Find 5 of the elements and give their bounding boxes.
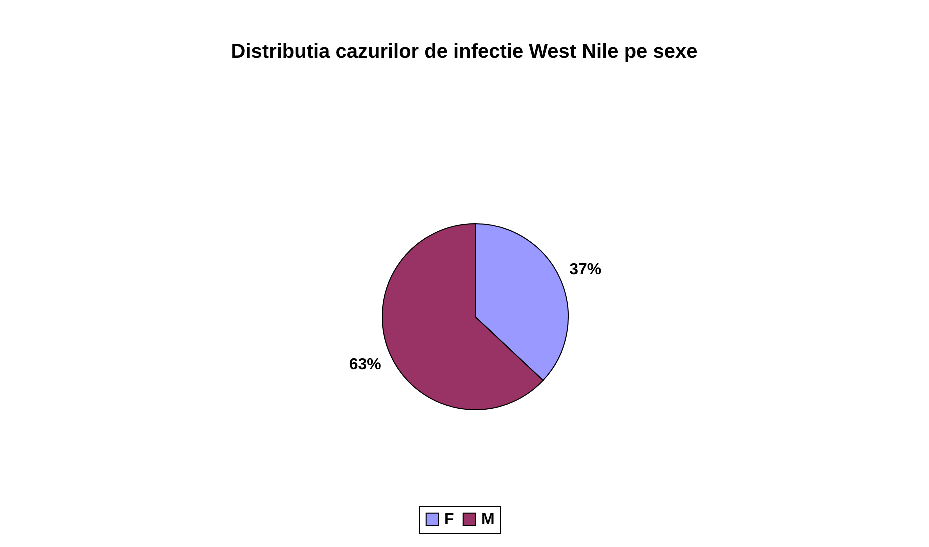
chart-title: Distributia cazurilor de infectie West Nile pe sexe bbox=[231, 41, 698, 63]
legend-label: M bbox=[482, 511, 495, 528]
legend-label: F bbox=[444, 511, 454, 528]
data-label: 37% bbox=[570, 261, 602, 278]
data-label: 63% bbox=[349, 356, 382, 374]
